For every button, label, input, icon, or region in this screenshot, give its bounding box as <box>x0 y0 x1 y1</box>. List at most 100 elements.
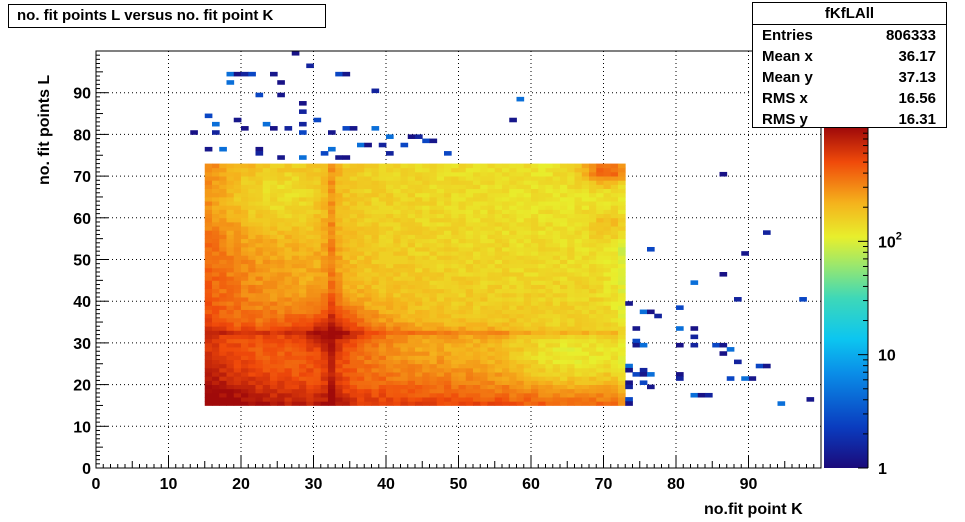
heatmap-cell <box>618 192 626 198</box>
heatmap-cell <box>277 272 285 277</box>
heatmap-cell <box>487 313 496 319</box>
heatmap-cell <box>552 305 561 310</box>
heatmap-cell <box>531 188 539 194</box>
heatmap-cell <box>560 238 568 244</box>
heatmap-cell <box>364 372 372 377</box>
heatmap-cell <box>552 380 561 385</box>
heatmap-cell <box>342 255 351 260</box>
heatmap-cell <box>386 292 394 298</box>
sparse-cell <box>277 92 285 98</box>
heatmap-cell <box>465 347 474 352</box>
heatmap-cell <box>509 392 517 398</box>
heatmap-cell <box>480 167 488 173</box>
heatmap-cell <box>552 342 561 348</box>
heatmap-cell <box>328 380 336 385</box>
heatmap-cell <box>560 292 568 298</box>
heatmap-cell <box>502 392 510 398</box>
heatmap-cell <box>545 292 554 298</box>
heatmap-cell <box>603 288 612 294</box>
heatmap-cell <box>393 280 401 285</box>
heatmap-cell <box>284 313 293 319</box>
heatmap-cell <box>610 221 619 227</box>
heatmap-cell <box>465 221 474 227</box>
heatmap-cell <box>342 392 351 398</box>
heatmap-cell <box>581 226 590 231</box>
heatmap-cell <box>226 221 235 227</box>
heatmap-cell <box>567 388 575 394</box>
heatmap-cell <box>277 301 285 306</box>
heatmap-cell <box>226 234 235 240</box>
heatmap-cell <box>603 209 612 215</box>
heatmap-cell <box>480 163 488 169</box>
heatmap-cell <box>204 167 213 173</box>
color-scale-label: 1 <box>878 461 887 478</box>
heatmap-cell <box>371 246 380 252</box>
heatmap-cell <box>241 176 249 181</box>
heatmap-cell <box>596 342 604 348</box>
heatmap-cell <box>596 163 604 169</box>
heatmap-cell <box>436 205 445 210</box>
heatmap-cell <box>270 284 278 290</box>
heatmap-cell <box>444 272 452 277</box>
heatmap-cell <box>596 313 604 319</box>
heatmap-cell <box>509 372 517 377</box>
heatmap-cell <box>458 301 467 306</box>
heatmap-cell <box>313 363 322 369</box>
heatmap-cell <box>480 205 488 210</box>
heatmap-cell <box>255 221 264 227</box>
heatmap-cell <box>233 313 242 319</box>
heatmap-cell <box>487 263 496 269</box>
heatmap-cell <box>233 184 242 190</box>
heatmap-cell <box>241 188 249 194</box>
heatmap-cell <box>552 376 561 381</box>
heatmap-cell <box>342 351 351 356</box>
heatmap-cell <box>618 251 626 256</box>
heatmap-cell <box>219 259 227 265</box>
heatmap-cell <box>364 246 372 252</box>
heatmap-cell <box>306 217 314 223</box>
heatmap-cell <box>255 384 264 390</box>
heatmap-cell <box>378 205 387 210</box>
heatmap-cell <box>502 326 510 331</box>
heatmap-cell <box>378 251 387 256</box>
heatmap-cell <box>313 209 322 215</box>
heatmap-cell <box>618 363 626 369</box>
heatmap-cell <box>436 188 445 194</box>
heatmap-cell <box>596 372 604 377</box>
heatmap-cell <box>291 205 300 210</box>
heatmap-cell <box>357 280 365 285</box>
heatmap-cell <box>502 397 510 402</box>
heatmap-cell <box>233 209 242 215</box>
heatmap-cell <box>574 255 583 260</box>
heatmap-cell <box>349 163 358 169</box>
heatmap-cell <box>262 221 271 227</box>
heatmap-cell <box>291 397 300 402</box>
heatmap-cell <box>204 246 213 252</box>
heatmap-cell <box>494 171 503 177</box>
heatmap-cell <box>284 397 293 402</box>
heatmap-cell <box>494 322 503 327</box>
heatmap-cell <box>219 205 227 210</box>
heatmap-cell <box>538 397 546 402</box>
heatmap-cell <box>458 267 467 273</box>
heatmap-cell <box>538 242 546 248</box>
heatmap-cell <box>407 351 416 356</box>
heatmap-cell <box>574 292 583 298</box>
heatmap-cell <box>545 342 554 348</box>
heatmap-cell <box>262 242 271 248</box>
heatmap-cell <box>212 359 220 365</box>
heatmap-cell <box>538 301 546 306</box>
heatmap-cell <box>545 380 554 385</box>
heatmap-cell <box>248 192 256 198</box>
heatmap-cell <box>552 196 561 202</box>
heatmap-cell <box>386 280 394 285</box>
heatmap-cell <box>386 238 394 244</box>
heatmap-cell <box>538 196 546 202</box>
heatmap-cell <box>349 342 358 348</box>
heatmap-cell <box>226 297 235 302</box>
heatmap-cell <box>335 180 343 185</box>
heatmap-cell <box>574 401 583 406</box>
heatmap-cell <box>473 288 481 294</box>
heatmap-cell <box>320 392 329 398</box>
heatmap-cell <box>291 226 300 231</box>
